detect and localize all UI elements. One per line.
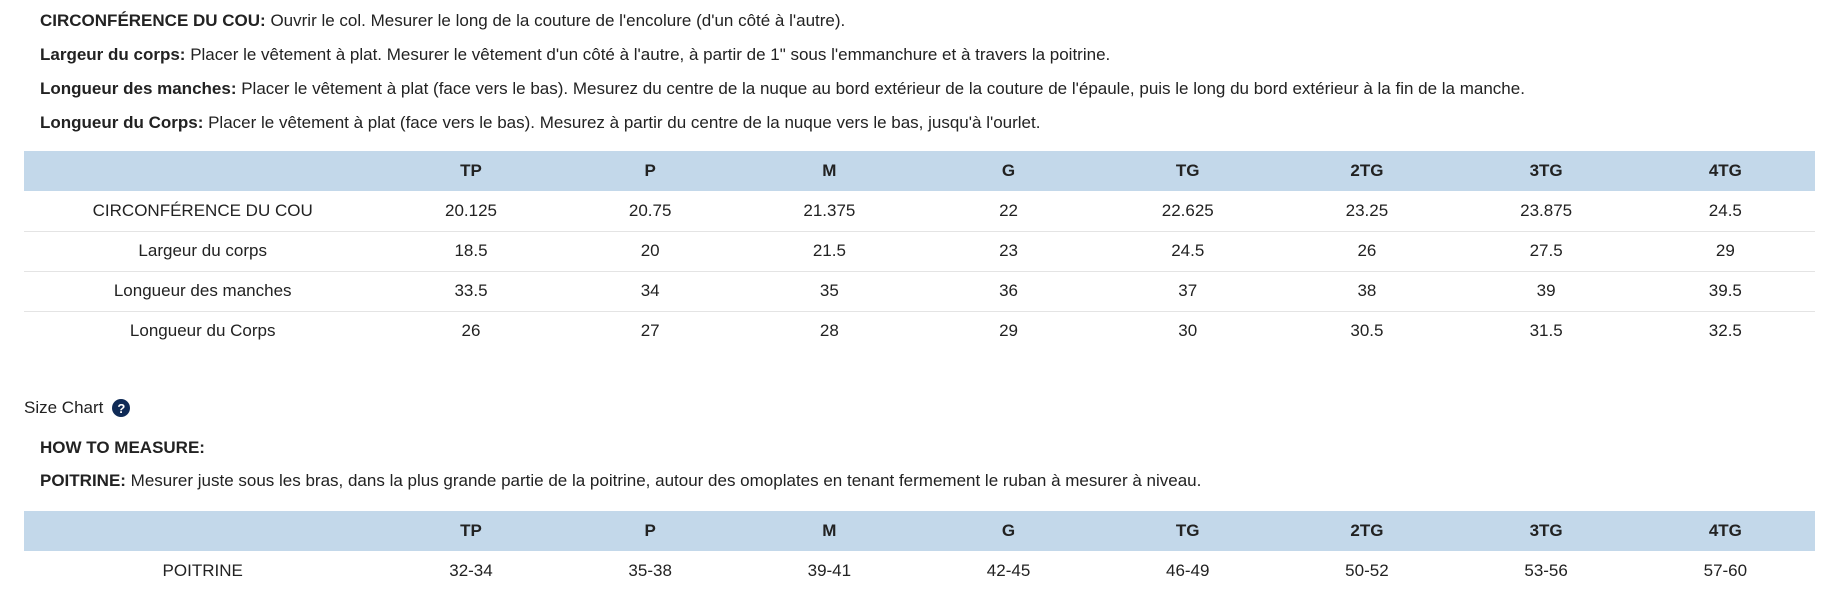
header-cell-4tg: 4TG (1708, 521, 1742, 540)
instruction-text: Placer le vêtement à plat (face vers le … (203, 113, 1041, 132)
header-cell-m: M (822, 161, 837, 180)
row-label: Longueur du Corps (129, 321, 276, 341)
instruction-text: Placer le vêtement à plat (face vers le … (236, 79, 1525, 98)
table-cell: 39.5 (1635, 271, 1815, 312)
header-cell-empty (24, 151, 381, 191)
table-cell: 20.125 (381, 191, 561, 232)
header-cell-3tg: 3TG (1529, 521, 1563, 540)
table-cell: 27.5 (1456, 231, 1636, 272)
table-row: Longueur des manches 33.5 34 35 36 37 38… (24, 271, 1815, 312)
table-cell: 30.5 (1350, 321, 1384, 341)
table-cell: 39-41 (807, 561, 852, 580)
header-cell-2tg: 2TG (1350, 161, 1384, 180)
table-cell: 31.5 (1529, 321, 1563, 341)
instruction-sleeve-length: Longueur des manches: Placer le vêtement… (40, 78, 1800, 112)
how-to-measure-heading: HOW TO MEASURE: (40, 438, 205, 457)
table-cell: 37 (1098, 271, 1278, 312)
table-cell: 22 (918, 191, 1099, 232)
header-cell-4tg: 4TG (1708, 161, 1742, 180)
instruction-body-length: Longueur du Corps: Placer le vêtement à … (40, 112, 1800, 146)
table-header-row: TP P M G TG 2TG 3TG 4TG (24, 151, 1815, 191)
header-cell-2tg: 2TG (1350, 521, 1384, 540)
table-cell: 30 (1178, 321, 1198, 341)
instruction-text: Ouvrir le col. Mesurer le long de la cou… (265, 11, 846, 30)
table-cell: 32-34 (449, 561, 493, 580)
row-label: POITRINE (162, 561, 243, 580)
table-cell: 20.75 (560, 191, 740, 232)
header-cell-empty (24, 511, 381, 551)
table-row: Largeur du corps 18.5 20 21.5 23 24.5 26… (24, 231, 1815, 272)
table-cell: 21.5 (739, 231, 919, 272)
header-cell-p: P (644, 161, 656, 180)
table-cell: 23.25 (1277, 191, 1457, 232)
instruction-term: CIRCONFÉRENCE DU COU: (40, 11, 266, 30)
table-cell: 38 (1277, 271, 1457, 312)
table-cell: 28 (819, 321, 839, 341)
table-cell: 20 (560, 231, 740, 272)
table-cell: 35-38 (628, 561, 672, 580)
table-header-row: TP P M G TG 2TG 3TG 4TG (24, 511, 1815, 551)
help-icon[interactable]: ? (112, 399, 131, 417)
size-chart-title: Size Chart (24, 398, 104, 417)
table-cell: 24.5 (1635, 191, 1815, 232)
header-cell-tp: TP (460, 521, 482, 540)
header-cell-3tg: 3TG (1529, 161, 1563, 180)
row-label: Largeur du corps (24, 231, 382, 272)
table-cell: 26 (461, 321, 481, 341)
table-cell: 26 (1277, 231, 1457, 272)
table-header: TP P M G TG 2TG 3TG 4TG (24, 151, 1815, 191)
measurement-instructions: CIRCONFÉRENCE DU COU: Ouvrir le col. Mes… (40, 10, 1800, 146)
header-cell-tp: TP (460, 161, 482, 180)
table-cell: 24.5 (1098, 231, 1278, 272)
table-cell: 22.625 (1098, 191, 1278, 232)
table-header: TP P M G TG 2TG 3TG 4TG (24, 511, 1815, 551)
table-cell: 21.375 (739, 191, 919, 232)
table-cell: 36 (918, 271, 1099, 312)
table-cell: 18.5 (381, 231, 561, 272)
instruction-chest: POITRINE: Mesurer juste sous les bras, d… (40, 470, 1201, 504)
table-cell: 27 (640, 321, 660, 341)
instruction-text: Mesurer juste sous les bras, dans la plu… (125, 471, 1202, 490)
table-cell: 32.5 (1708, 321, 1742, 341)
instruction-term: Largeur du corps: (40, 45, 186, 64)
table-cell: 23.875 (1456, 191, 1636, 232)
instruction-term: Longueur des manches: (40, 79, 237, 98)
table-cell: 42-45 (986, 561, 1031, 580)
instruction-body-width: Largeur du corps: Placer le vêtement à p… (40, 44, 1800, 78)
table-cell: 29 (999, 321, 1018, 341)
instruction-term: POITRINE: (40, 471, 126, 490)
header-cell-p: P (644, 521, 656, 540)
table-cell: 50-52 (1345, 561, 1389, 580)
table-cell: 23 (918, 231, 1099, 272)
header-cell-g: G (1001, 521, 1016, 540)
size-table-garment: TP P M G TG 2TG 3TG 4TG CIRCONFÉRENCE DU… (24, 151, 1815, 351)
table-cell: 57-60 (1703, 561, 1748, 580)
instruction-text: Placer le vêtement à plat. Mesurer le vê… (185, 45, 1111, 64)
header-cell-tg: TG (1175, 521, 1200, 540)
table-row: POITRINE 32-34 35-38 39-41 42-45 46-49 5… (24, 551, 1815, 591)
table-cell: 46-49 (1165, 561, 1210, 580)
table-cell: 35 (739, 271, 919, 312)
table-row: Longueur du Corps 26 27 28 29 30 30.5 31… (24, 311, 1815, 351)
instruction-neck: CIRCONFÉRENCE DU COU: Ouvrir le col. Mes… (40, 10, 1800, 44)
instruction-term: Longueur du Corps: (40, 113, 204, 132)
header-cell-m: M (822, 521, 837, 540)
size-chart-heading: Size Chart ? (24, 398, 131, 418)
row-label: CIRCONFÉRENCE DU COU (24, 191, 382, 232)
header-cell-g: G (1001, 161, 1016, 180)
size-table-body: TP P M G TG 2TG 3TG 4TG POITRINE 32-34 3… (24, 511, 1815, 591)
table-cell: 39 (1456, 271, 1636, 312)
header-cell-tg: TG (1175, 161, 1200, 180)
row-label: Longueur des manches (24, 271, 382, 312)
table-cell: 33.5 (381, 271, 561, 312)
table-row: CIRCONFÉRENCE DU COU 20.125 20.75 21.375… (24, 191, 1815, 232)
table-cell: 53-56 (1524, 561, 1568, 580)
table-cell: 29 (1635, 231, 1815, 272)
table-cell: 34 (560, 271, 740, 312)
